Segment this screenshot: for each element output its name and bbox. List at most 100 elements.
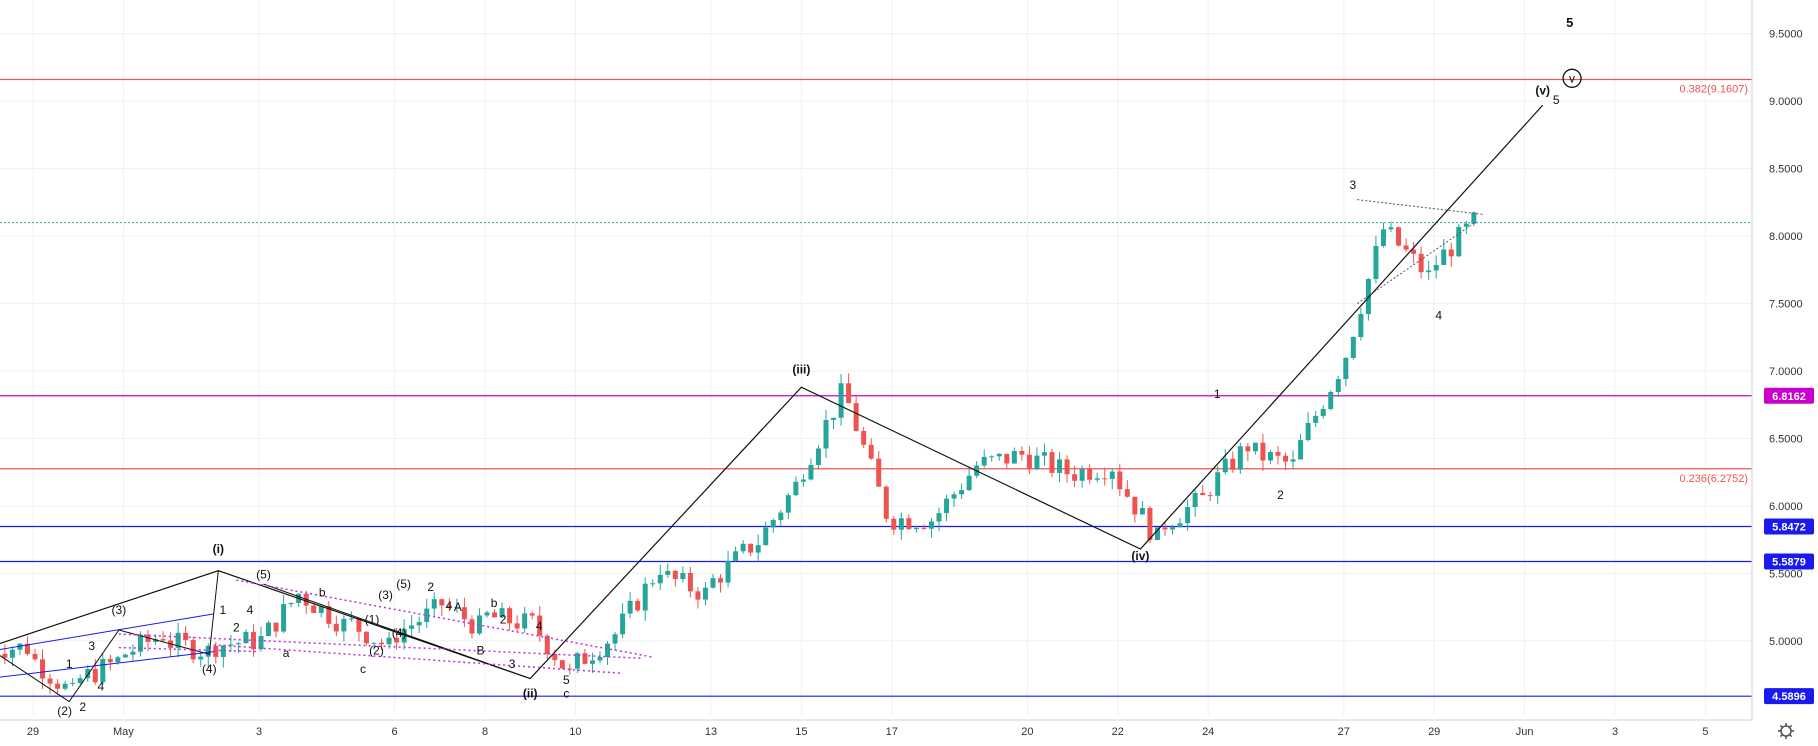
time-tick-label: 3 — [1612, 726, 1618, 738]
time-tick-label: May — [113, 726, 134, 738]
candle-body — [522, 613, 528, 629]
time-tick-label: 29 — [27, 726, 39, 738]
candle-body — [454, 607, 460, 609]
candle-body — [326, 606, 332, 624]
candle-body — [107, 659, 113, 663]
candle-body — [476, 615, 482, 634]
candle-body — [1456, 226, 1462, 257]
time-tick-label: 13 — [705, 726, 717, 738]
candle-body — [250, 632, 256, 650]
candle-body — [85, 669, 91, 679]
candle-body — [552, 654, 558, 661]
candle-body — [1441, 249, 1447, 265]
candle-body — [55, 683, 61, 689]
candle-body — [823, 419, 829, 449]
candle-body — [1207, 495, 1213, 497]
wave-label: (i) — [213, 542, 224, 556]
price-tick-label: 5.5000 — [1769, 568, 1803, 580]
candle-body — [1260, 442, 1266, 461]
time-tick-label: 15 — [795, 726, 807, 738]
candle-body — [1448, 249, 1454, 257]
wave-label: (4) — [392, 626, 407, 640]
candle-body — [416, 622, 422, 626]
candle-body — [702, 587, 708, 600]
candle-body — [318, 606, 324, 613]
candle-body — [778, 512, 784, 521]
candle-body — [160, 639, 166, 641]
candle-body — [1170, 527, 1176, 530]
candle-body — [1019, 450, 1025, 455]
wave-label: 4 — [247, 603, 254, 617]
candle-body — [1154, 527, 1160, 540]
candle-body — [461, 607, 467, 620]
candle-body — [1463, 223, 1469, 227]
candle-body — [288, 602, 294, 605]
price-badge — [1764, 387, 1814, 404]
candle-body — [1162, 527, 1168, 530]
candle-body — [1139, 507, 1145, 515]
candle-body — [808, 464, 814, 480]
gear-icon[interactable] — [1778, 723, 1794, 739]
wave-label: 2 — [500, 612, 507, 626]
candle-body — [341, 618, 347, 632]
wave-label: 5 — [1566, 15, 1573, 30]
candle-body — [492, 612, 498, 618]
candle-body — [1094, 478, 1100, 480]
candle-body — [928, 521, 934, 529]
wave-label: v — [1569, 71, 1575, 85]
candle-body — [1275, 452, 1281, 456]
price-tick-label: 8.5000 — [1769, 164, 1803, 176]
candle-body — [740, 543, 746, 552]
candle-body — [401, 628, 407, 643]
candle-body — [1433, 264, 1439, 271]
candle-body — [115, 657, 121, 663]
candle-body — [484, 612, 490, 616]
wave-label: 3 — [509, 657, 516, 671]
candle-body — [348, 618, 354, 620]
time-tick-label: 5 — [1702, 726, 1708, 738]
time-tick-label: 29 — [1428, 726, 1440, 738]
candle-body — [537, 615, 543, 636]
price-badge-label: 5.5879 — [1772, 556, 1806, 568]
wave-label: (iv) — [1131, 549, 1149, 563]
candle-body — [1426, 270, 1432, 273]
candle-body — [1079, 469, 1085, 481]
candle-body — [996, 453, 1002, 457]
candle-body — [1117, 471, 1123, 490]
candle-body — [424, 608, 430, 623]
candle-body — [281, 604, 287, 632]
wave-label: 5 — [563, 673, 570, 687]
candle-body — [846, 383, 852, 404]
candle-body — [1011, 450, 1017, 464]
price-badge-label: 4.5896 — [1772, 691, 1806, 703]
candle-body — [1245, 446, 1251, 452]
candle-body — [1358, 314, 1364, 338]
candle-body — [122, 654, 128, 658]
candle-body — [544, 635, 550, 655]
candle-body — [574, 653, 580, 669]
candle-body — [868, 444, 874, 459]
time-tick-label: 6 — [392, 726, 398, 738]
price-tick-label: 9.5000 — [1769, 29, 1803, 41]
time-tick-label: 17 — [886, 726, 898, 738]
time-tick-label: 3 — [256, 726, 262, 738]
candle-body — [831, 417, 837, 420]
candle-body — [755, 545, 761, 553]
price-tick-label: 7.5000 — [1769, 299, 1803, 311]
wave-label: 1 — [219, 603, 226, 617]
candle-body — [913, 527, 919, 530]
time-tick-label: Jun — [1516, 726, 1534, 738]
candle-body — [507, 608, 513, 624]
candle-body — [1335, 379, 1341, 392]
candle-body — [100, 659, 106, 683]
candle-body — [1471, 212, 1477, 224]
wave-label: 3 — [88, 639, 95, 653]
wave-label: (iii) — [792, 363, 810, 377]
price-badges: 6.8162 5.8472 5.5879 4.5896 — [1764, 387, 1814, 705]
candle-body — [898, 518, 904, 530]
time-tick-label: 22 — [1112, 726, 1124, 738]
candle-body — [1222, 458, 1228, 473]
candle-body — [921, 527, 927, 529]
